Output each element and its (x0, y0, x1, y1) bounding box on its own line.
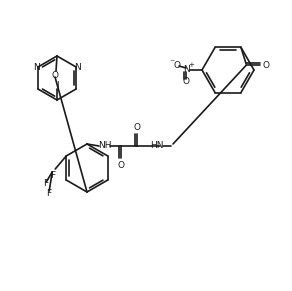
Text: F: F (50, 171, 55, 180)
Text: HN: HN (150, 141, 164, 150)
Text: I: I (56, 81, 58, 90)
Text: F: F (46, 189, 51, 198)
Text: +: + (188, 62, 194, 68)
Text: O: O (182, 77, 190, 86)
Text: O: O (133, 123, 140, 132)
Text: O: O (263, 61, 270, 70)
Text: O: O (51, 70, 58, 79)
Text: F: F (43, 180, 48, 189)
Text: N: N (182, 65, 190, 74)
Text: NH: NH (98, 141, 112, 150)
Text: N: N (34, 63, 40, 72)
Text: O: O (117, 161, 124, 169)
Text: O: O (173, 61, 180, 70)
Text: ⁻: ⁻ (169, 58, 175, 68)
Text: N: N (74, 63, 80, 72)
